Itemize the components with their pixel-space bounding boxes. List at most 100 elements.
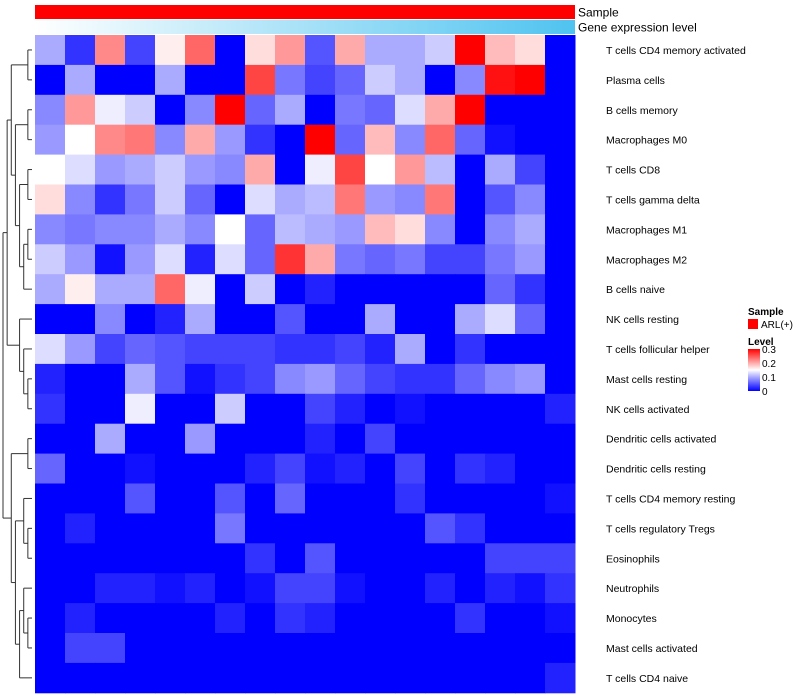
heatmap-cell [455, 662, 486, 694]
legend-sample-swatch [748, 319, 758, 329]
heatmap-cell [155, 274, 186, 305]
heatmap-cell [515, 603, 546, 634]
heatmap-cell [215, 662, 246, 694]
heatmap-cell [515, 423, 546, 455]
heatmap-cell [395, 184, 426, 215]
heatmap-cell [305, 184, 336, 215]
heatmap-cell [425, 603, 456, 634]
row-label: T cells gamma delta [606, 194, 700, 206]
heatmap-cell [125, 633, 156, 664]
heatmap-cell [125, 64, 156, 96]
heatmap-cell [455, 35, 486, 66]
heatmap-cell [65, 304, 96, 335]
heatmap-cell [515, 633, 546, 664]
heatmap-cell [425, 334, 456, 365]
heatmap-cell [485, 393, 516, 425]
row-label: Macrophages M1 [606, 224, 687, 236]
heatmap-cell [155, 423, 186, 455]
heatmap-cell [485, 214, 516, 245]
heatmap-cell [95, 543, 126, 574]
heatmap-cell [545, 124, 576, 156]
heatmap-cell [215, 214, 246, 245]
heatmap-cell [275, 64, 306, 96]
heatmap-cell [395, 513, 426, 544]
heatmap-cell [395, 244, 426, 275]
heatmap-cell [545, 633, 576, 664]
heatmap-cell [65, 334, 96, 365]
heatmap-cell [485, 64, 516, 96]
sample-annotation-label: Sample [578, 6, 619, 20]
heatmap-cell [245, 304, 276, 335]
heatmap-cell [185, 64, 216, 96]
heatmap-cell [515, 662, 546, 694]
heatmap-cell [545, 423, 576, 455]
heatmap-cell [185, 334, 216, 365]
heatmap-cell [95, 124, 126, 156]
heatmap-cell [35, 603, 66, 634]
heatmap-cell [35, 393, 66, 425]
heatmap-cell [305, 154, 336, 185]
heatmap-cell [515, 154, 546, 185]
heatmap-cell [95, 304, 126, 335]
heatmap-cell [35, 304, 66, 335]
heatmap-cell [425, 124, 456, 156]
heatmap-cell [365, 393, 396, 425]
heatmap-cell [515, 244, 546, 275]
heatmap-cell [365, 453, 396, 484]
legend-tick-label: 0.1 [762, 373, 776, 384]
heatmap-cell [395, 453, 426, 484]
heatmap-cell [335, 393, 366, 425]
heatmap-cell [365, 64, 396, 96]
heatmap-cell [245, 603, 276, 634]
heatmap-cell [485, 334, 516, 365]
heatmap-cell [95, 274, 126, 305]
heatmap-cell [245, 573, 276, 604]
heatmap-cell [35, 453, 66, 484]
heatmap-cell [455, 124, 486, 156]
heatmap-cell [125, 363, 156, 395]
heatmap-cell [365, 483, 396, 514]
heatmap-cell [455, 483, 486, 514]
heatmap-cell [125, 573, 156, 604]
heatmap-cell [155, 334, 186, 365]
heatmap-cell [305, 124, 336, 156]
heatmap-cell [215, 35, 246, 66]
heatmap-cell [425, 573, 456, 604]
heatmap-cell [515, 513, 546, 544]
heatmap-cell [515, 573, 546, 604]
heatmap-cell [335, 483, 366, 514]
heatmap-cell [245, 184, 276, 215]
heatmap-cell [455, 274, 486, 305]
heatmap-cell [65, 662, 96, 694]
heatmap-cell [215, 573, 246, 604]
heatmap-cell [425, 483, 456, 514]
heatmap-cell [185, 35, 216, 66]
heatmap-cell [245, 274, 276, 305]
heatmap-cell [545, 513, 576, 544]
heatmap-cell [335, 35, 366, 66]
heatmap-cell [215, 363, 246, 395]
heatmap-cell [35, 334, 66, 365]
heatmap-cell [275, 214, 306, 245]
heatmap-cell [125, 334, 156, 365]
heatmap-cell [455, 334, 486, 365]
heatmap-cell [215, 334, 246, 365]
heatmap-cell [395, 124, 426, 156]
heatmap-cell [155, 64, 186, 96]
heatmap-cell [275, 274, 306, 305]
heatmap-cell [485, 274, 516, 305]
heatmap-cell [215, 184, 246, 215]
heatmap-cell [395, 633, 426, 664]
heatmap-cell [335, 543, 366, 574]
heatmap-cell [395, 64, 426, 96]
heatmap-cell [425, 423, 456, 455]
heatmap-cell [455, 154, 486, 185]
heatmap-cell [65, 393, 96, 425]
heatmap-cell [35, 94, 66, 126]
row-label: Macrophages M0 [606, 135, 687, 147]
row-label: T cells CD8 [606, 165, 660, 177]
heatmap-cell [365, 274, 396, 305]
heatmap-cell [155, 483, 186, 514]
heatmap-cell [455, 543, 486, 574]
